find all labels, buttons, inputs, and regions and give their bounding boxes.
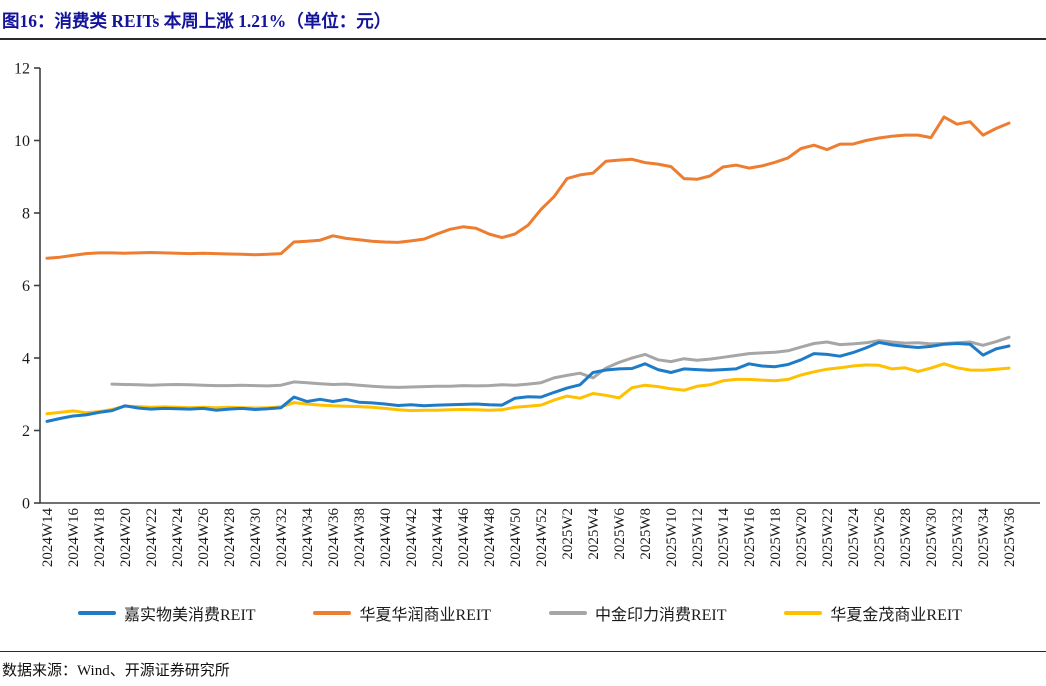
y-tick-label: 12	[14, 61, 30, 78]
legend-label: 华夏华润商业REIT	[359, 607, 492, 624]
title-divider	[0, 38, 1046, 40]
x-tick-label: 2025W30	[924, 508, 940, 567]
x-tick-label: 2024W20	[118, 508, 134, 567]
y-tick-label: 0	[22, 496, 30, 513]
line-chart: 0 2 4 6 8 10 12 2024W14 2024W16 2024W18 2024W20 202…	[14, 61, 1040, 568]
axes	[39, 68, 1040, 504]
x-tick-label: 2024W28	[222, 508, 238, 567]
x-tick-label: 2024W22	[144, 508, 160, 567]
x-tick-label: 2025W6	[612, 508, 628, 560]
x-tick-label: 2025W12	[690, 508, 706, 567]
legend-label: 嘉实物美消费REIT	[124, 607, 256, 624]
y-tick-label: 8	[22, 206, 30, 223]
x-tick-label: 2024W50	[508, 508, 524, 567]
x-tick-label: 2025W28	[898, 508, 914, 567]
x-tick-label: 2024W34	[300, 508, 316, 568]
x-tick-label: 2024W44	[430, 508, 446, 568]
x-tick-label: 2025W36	[1002, 508, 1018, 568]
x-tick-label: 2024W42	[404, 508, 420, 567]
x-tick-label: 2024W40	[378, 508, 394, 567]
y-tick-label: 6	[22, 278, 30, 295]
y-tick-label: 4	[22, 351, 30, 368]
x-tick-label: 2024W14	[40, 508, 56, 568]
x-tick-label: 2025W20	[794, 508, 810, 567]
series-line-0	[45, 340, 1011, 423]
x-tick-label: 2024W30	[248, 508, 264, 567]
legend-swatch-orange	[313, 611, 352, 615]
legend-item: 华夏华润商业REIT	[313, 601, 491, 625]
x-tick-label: 2025W8	[638, 508, 654, 560]
y-tick-label: 10	[14, 133, 30, 150]
x-tick-label: 2025W4	[586, 508, 602, 560]
legend-swatch-gray	[548, 611, 587, 615]
x-tick-label: 2025W18	[768, 508, 784, 567]
legend-item: 嘉实物美消费REIT	[78, 601, 256, 625]
legend-swatch-yellow	[784, 611, 823, 615]
series-line-2	[110, 335, 1011, 389]
x-tick-label: 2024W26	[196, 508, 212, 568]
footer-divider	[0, 651, 1046, 652]
x-tick-label: 2025W2	[560, 508, 576, 560]
chart-legend: 嘉实物美消费REIT 华夏华润商业REIT 中金印力消费REIT 华夏金茂商业R…	[0, 600, 1046, 626]
legend-swatch-blue	[78, 611, 116, 615]
x-tick-label: 2025W32	[950, 508, 966, 567]
legend-item: 华夏金茂商业REIT	[784, 601, 962, 625]
legend-item: 中金印力消费REIT	[548, 601, 727, 625]
data-source: 数据来源：Wind、开源证券研究所	[2, 663, 230, 679]
legend-label: 中金印力消费REIT	[594, 607, 727, 624]
x-tick-label: 2024W48	[482, 508, 498, 567]
x-tick-label: 2024W24	[170, 508, 186, 568]
series-line-3	[45, 362, 1011, 416]
chart-area: 0 2 4 6 8 10 12 2024W14 2024W16 2024W18 2024W20 202…	[0, 40, 1046, 600]
y-tick-label: 2	[22, 423, 30, 440]
x-tick-label: 2024W46	[456, 508, 472, 568]
x-tick-label: 2025W10	[664, 508, 680, 567]
x-tick-label: 2025W34	[976, 508, 992, 568]
x-tick-label: 2025W16	[742, 508, 758, 568]
x-tick-label: 2024W52	[534, 508, 550, 567]
x-tick-label: 2024W32	[274, 508, 290, 567]
x-tick-label: 2024W38	[352, 508, 368, 567]
x-tick-label: 2025W24	[846, 508, 862, 568]
x-tick-label: 2024W18	[92, 508, 108, 567]
x-tick-label: 2025W22	[820, 508, 836, 567]
x-tick-label: 2025W14	[716, 508, 732, 568]
x-tick-label: 2024W16	[66, 508, 82, 568]
legend-label: 华夏金茂商业REIT	[830, 607, 962, 624]
series-line-1	[45, 115, 1011, 260]
figure-title: 图16：消费类 REITs 本周上涨 1.21%（单位：元）	[2, 11, 392, 31]
x-tick-label: 2024W36	[326, 508, 342, 568]
x-tick-label: 2025W26	[872, 508, 888, 568]
